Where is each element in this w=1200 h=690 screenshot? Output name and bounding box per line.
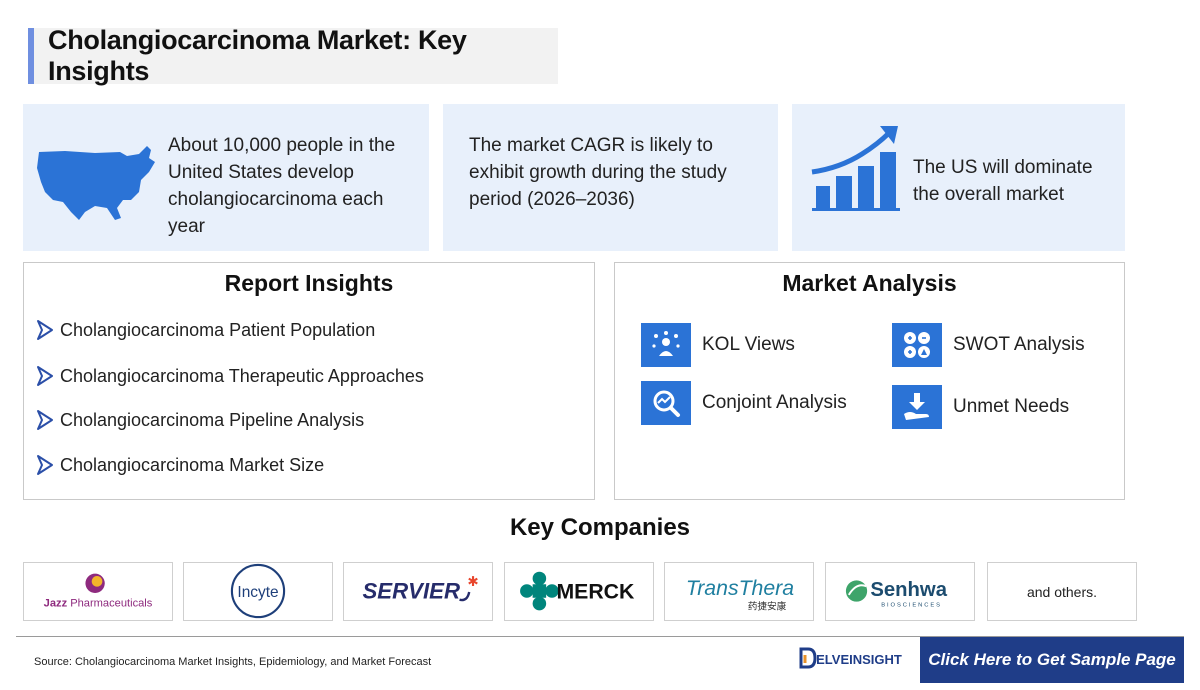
svg-text:SERVIER: SERVIER: [362, 579, 460, 604]
company-logo-senhwa: Senhwa BIOSCIENCES: [825, 562, 975, 621]
page-title-box: Cholangiocarcinoma Market: Key Insights: [28, 25, 558, 86]
report-insights-panel: Report Insights Cholangiocarcinoma Patie…: [23, 262, 595, 500]
report-item: Cholangiocarcinoma Patient Population: [36, 316, 375, 344]
svg-text:MERCK: MERCK: [556, 580, 635, 604]
incyte-logo: Incyte: [230, 563, 286, 619]
company-logo-transthera: TransThera 药捷安康: [664, 562, 814, 621]
market-analysis-item: KOL Views: [641, 323, 795, 367]
svg-text:Senhwa: Senhwa: [870, 579, 947, 601]
chevron-right-icon: [37, 455, 53, 475]
chevron-right-icon: [37, 410, 53, 430]
report-item-label: Cholangiocarcinoma Pipeline Analysis: [60, 409, 365, 430]
stat-card-cagr: The market CAGR is likely to exhibit gro…: [443, 104, 778, 251]
report-item-label: Cholangiocarcinoma Patient Population: [60, 319, 376, 340]
market-analysis-label: Unmet Needs: [953, 396, 1070, 417]
svg-text:药捷安康: 药捷安康: [748, 600, 787, 612]
growth-chart-icon: [811, 126, 900, 211]
svg-text:BIOSCIENCES: BIOSCIENCES: [881, 602, 942, 608]
merck-logo: MERCK: [520, 571, 635, 611]
others-label: and others.: [1026, 583, 1098, 600]
company-logo-merck: MERCK: [504, 562, 654, 621]
market-analysis-item: SWOT Analysis: [892, 323, 1085, 367]
market-analysis-item: Conjoint Analysis: [641, 381, 847, 425]
get-sample-page-button[interactable]: Click Here to Get Sample Page: [920, 637, 1184, 683]
company-others: and others.: [987, 562, 1137, 621]
market-analysis-label: SWOT Analysis: [953, 334, 1085, 355]
svg-text:Jazz Pharmaceuticals: Jazz Pharmaceuticals: [44, 597, 153, 609]
stat-text: The US will dominate the overall market: [913, 157, 1093, 205]
stat-text: The market CAGR is likely to exhibit gro…: [469, 135, 727, 210]
company-logo-jazz: Jazz Pharmaceuticals: [23, 562, 173, 621]
delveinsight-logo: ELVEINSIGHT: [799, 647, 902, 669]
svg-text:Incyte: Incyte: [237, 584, 278, 601]
report-item: Cholangiocarcinoma Market Size: [36, 451, 324, 479]
market-analysis-title: Market Analysis: [782, 270, 957, 296]
get-sample-page-label: Click Here to Get Sample Page: [928, 650, 1176, 669]
source-text: Source: Cholangiocarcinoma Market Insigh…: [34, 656, 432, 668]
stat-card-us-cases: About 10,000 people in the United States…: [23, 104, 429, 251]
svg-text:TransThera: TransThera: [686, 576, 794, 600]
unmet-needs-icon: [892, 385, 942, 429]
servier-logo: SERVIER ✱: [362, 574, 478, 604]
chevron-right-icon: [37, 366, 53, 386]
svg-text:✱: ✱: [467, 574, 478, 589]
report-item-label: Cholangiocarcinoma Market Size: [60, 454, 325, 475]
senhwa-logo: Senhwa BIOSCIENCES: [845, 579, 948, 608]
footer-divider: [16, 636, 1184, 637]
market-analysis-label: Conjoint Analysis: [702, 392, 847, 413]
us-map-icon: [37, 146, 155, 220]
transthera-logo: TransThera 药捷安康: [686, 576, 794, 612]
jazz-logo: Jazz Pharmaceuticals: [44, 573, 153, 609]
company-logo-incyte: Incyte: [183, 562, 333, 621]
stat-card-us-dominance: The US will dominate the overall market: [792, 104, 1125, 251]
swot-icon: [892, 323, 942, 367]
market-analysis-item: Unmet Needs: [892, 385, 1069, 429]
market-analysis-panel: Market Analysis KOL Views SWOT Analysis …: [614, 262, 1125, 500]
svg-text:ELVEINSIGHT: ELVEINSIGHT: [816, 652, 902, 667]
report-item: Cholangiocarcinoma Therapeutic Approache…: [36, 362, 424, 390]
conjoint-analysis-icon: [641, 381, 691, 425]
market-analysis-label: KOL Views: [702, 334, 795, 355]
report-insights-title: Report Insights: [224, 270, 394, 296]
kol-views-icon: [641, 323, 691, 367]
report-item-label: Cholangiocarcinoma Therapeutic Approache…: [60, 365, 424, 386]
report-item: Cholangiocarcinoma Pipeline Analysis: [36, 406, 364, 434]
chevron-right-icon: [37, 320, 53, 340]
company-logo-servier: SERVIER ✱: [343, 562, 493, 621]
key-companies-title: Key Companies: [509, 514, 691, 541]
stat-text: About 10,000 people in the United States…: [168, 135, 396, 237]
page-title: Cholangiocarcinoma Market: Key Insights: [48, 25, 467, 86]
